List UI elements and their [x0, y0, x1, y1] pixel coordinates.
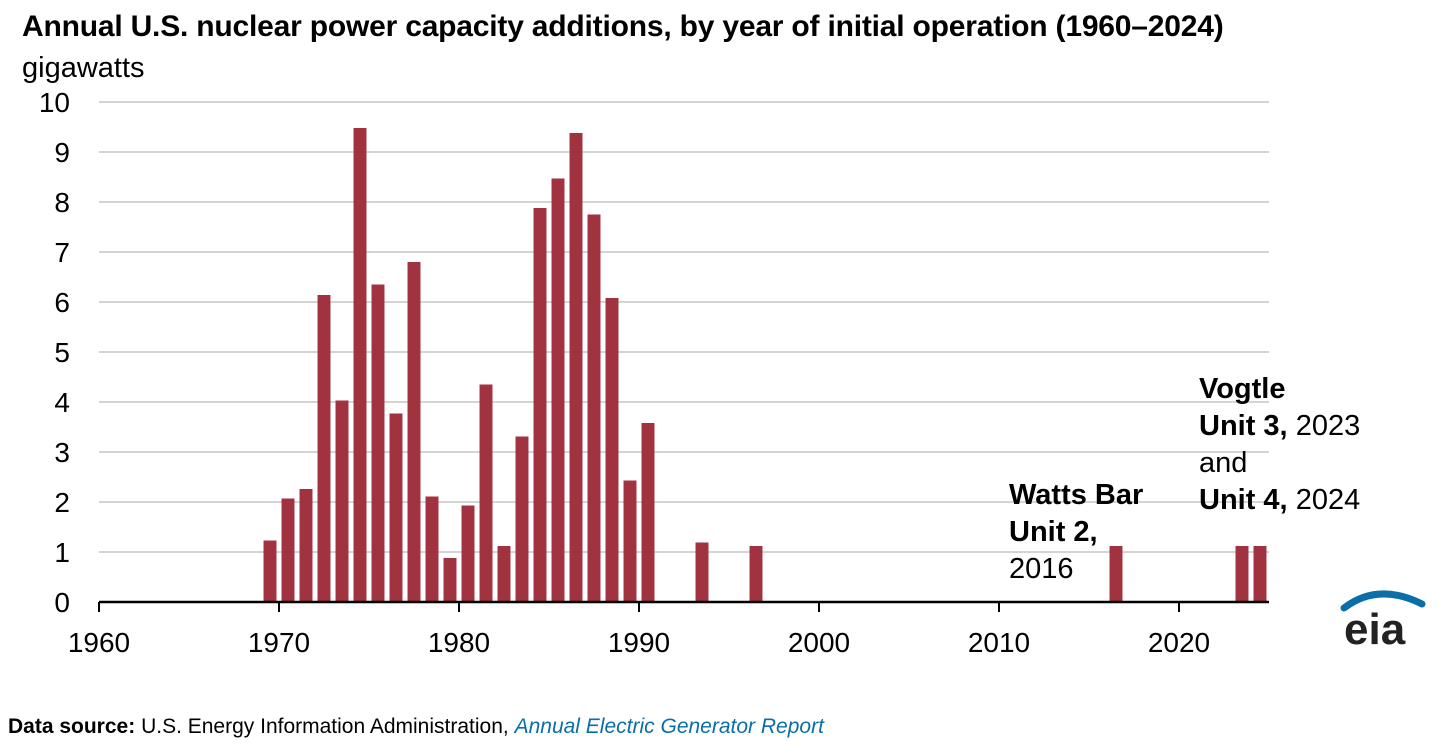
bars: [263, 128, 1267, 602]
x-tick-label-2000: 2000: [788, 627, 850, 658]
annotation-vogtle: Vogtle Unit 3, 2023 and Unit 4, 2024: [1199, 371, 1360, 519]
y-tick-label-10: 10: [39, 87, 70, 118]
y-tick-label-9: 9: [54, 137, 70, 168]
bar-1990: [641, 423, 655, 602]
bar-1985: [551, 178, 565, 602]
bar-1982: [497, 546, 511, 602]
svg-text:eia: eia: [1344, 605, 1406, 650]
chart-title: Annual U.S. nuclear power capacity addit…: [22, 10, 1224, 43]
annotation-vogtle-unit4-year: 2024: [1295, 484, 1361, 516]
x-tick-label-1990: 1990: [608, 627, 670, 658]
annotation-watts-bar-line1: Watts Bar: [1009, 479, 1144, 511]
annotation-watts-bar-line3: 2016: [1009, 553, 1074, 585]
bar-1970: [281, 498, 295, 602]
y-tick-label-0: 0: [54, 587, 70, 618]
annotation-vogtle-line1: Vogtle: [1199, 373, 1286, 405]
data-source: Data source: U.S. Energy Information Adm…: [8, 715, 824, 739]
bar-1979: [443, 558, 457, 602]
axes: [98, 600, 1269, 612]
annotation-watts-bar: Watts Bar Unit 2, 2016: [1009, 477, 1143, 588]
bar-1972: [317, 295, 331, 602]
bar-1971: [299, 489, 313, 602]
bar-1988: [605, 298, 619, 602]
data-source-label: Data source:: [8, 715, 136, 738]
x-tick-labels: 1960 1970 1980 1990 2000 2010 2020: [68, 627, 1210, 658]
bar-1983: [515, 436, 529, 602]
bar-1987: [587, 214, 601, 602]
bar-2024: [1253, 546, 1267, 602]
y-tick-label-4: 4: [54, 387, 70, 418]
bar-1977: [407, 262, 421, 602]
bar-1989: [623, 480, 637, 602]
bar-1981: [479, 384, 493, 602]
eia-logo: eia: [1340, 590, 1426, 650]
bar-1973: [335, 400, 349, 602]
y-tick-label-6: 6: [54, 287, 70, 318]
annotation-vogtle-unit3-year: 2023: [1295, 410, 1361, 442]
bar-1986: [569, 133, 583, 602]
x-tick-label-1960: 1960: [68, 627, 130, 658]
y-tick-label-7: 7: [54, 237, 70, 268]
bar-2023: [1235, 546, 1249, 602]
data-source-link[interactable]: Annual Electric Generator Report: [514, 715, 824, 738]
annotation-vogtle-and: and: [1199, 447, 1248, 479]
y-tick-label-2: 2: [54, 487, 70, 518]
y-tick-label-3: 3: [54, 437, 70, 468]
bar-1974: [353, 128, 367, 602]
bar-1969: [263, 540, 277, 602]
y-tick-label-1: 1: [54, 537, 70, 568]
x-tick-label-1980: 1980: [428, 627, 490, 658]
annotation-vogtle-unit3: Unit 3,: [1199, 410, 1288, 442]
annotation-watts-bar-line2: Unit 2,: [1009, 516, 1098, 548]
y-tick-labels: 0 1 2 3 4 5 6 7 8 9 10: [39, 87, 70, 618]
bar-1996: [749, 546, 763, 602]
y-axis-unit-label: gigawatts: [22, 52, 145, 84]
chart-canvas: 0 1 2 3 4 5 6 7 8 9 10 1960 1970 1980 1990 2000 2010 202…: [39, 87, 1269, 658]
bar-1984: [533, 208, 547, 602]
annotation-vogtle-unit4: Unit 4,: [1199, 484, 1288, 516]
bar-2016: [1109, 546, 1123, 602]
y-tick-label-5: 5: [54, 337, 70, 368]
x-tick-label-1970: 1970: [248, 627, 310, 658]
gridlines: [99, 101, 1269, 553]
bar-1978: [425, 496, 439, 602]
y-tick-label-8: 8: [54, 187, 70, 218]
x-tick-label-2010: 2010: [968, 627, 1030, 658]
bar-1975: [371, 284, 385, 602]
bar-1980: [461, 505, 475, 602]
data-source-text: U.S. Energy Information Administration,: [141, 715, 509, 738]
bar-1993: [695, 542, 709, 602]
bar-1976: [389, 413, 403, 602]
x-tick-label-2020: 2020: [1148, 627, 1210, 658]
